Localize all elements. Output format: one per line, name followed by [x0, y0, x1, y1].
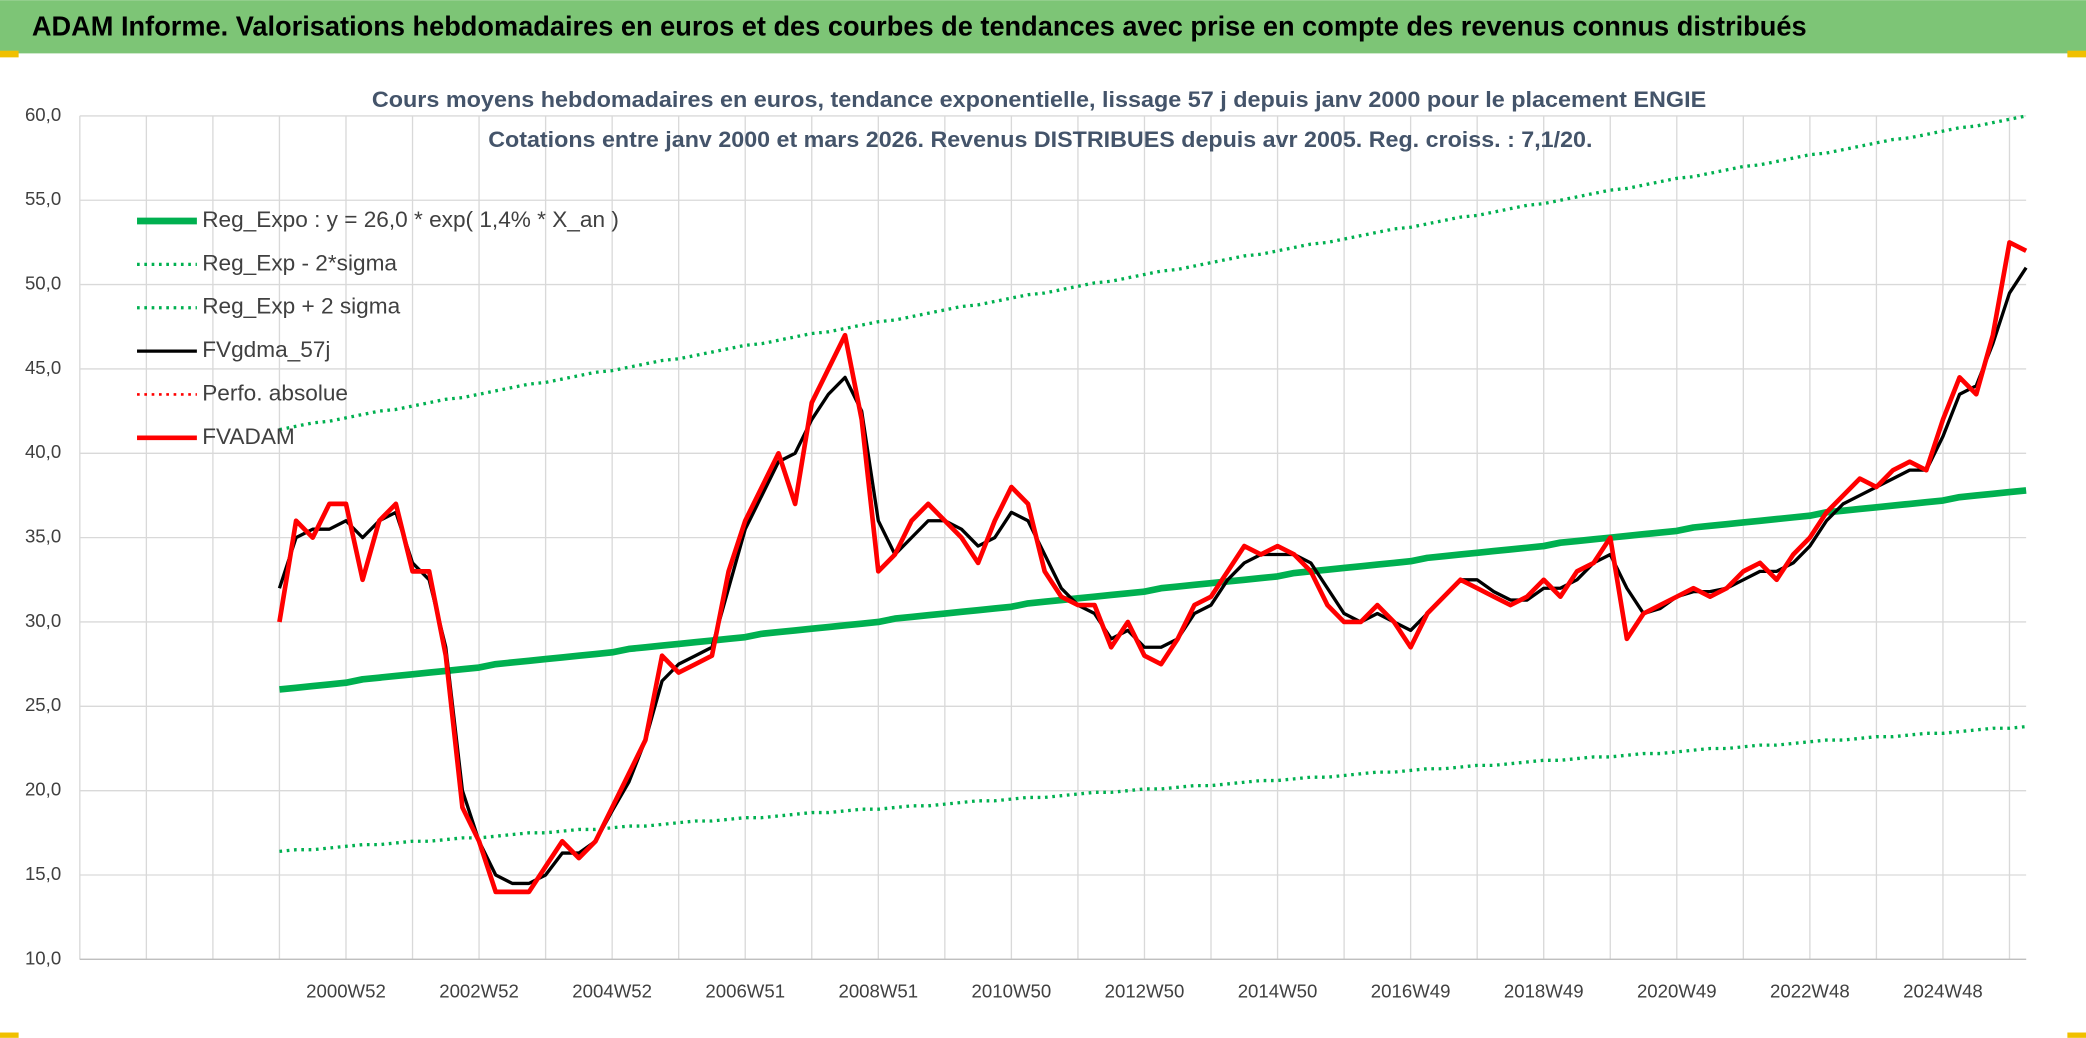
- y-tick-label: 15,0: [25, 863, 61, 884]
- chart-subtitle: Cotations entre janv 2000 et mars 2026. …: [488, 127, 1592, 152]
- corner: [2067, 1032, 2086, 1038]
- legend-label: Perfo. absolue: [202, 380, 348, 405]
- x-tick-label: 2012W50: [1105, 981, 1185, 1002]
- series-line: [279, 487, 2027, 693]
- x-tick-label: 2018W49: [1504, 981, 1584, 1002]
- y-tick-label: 55,0: [25, 188, 61, 209]
- x-tick-label: 2016W49: [1371, 981, 1451, 1002]
- legend-label: Reg_Exp - 2*sigma: [202, 250, 397, 275]
- y-tick-label: 60,0: [25, 104, 61, 125]
- y-tick-label: 20,0: [25, 779, 61, 800]
- x-tick-label: 2022W48: [1770, 981, 1850, 1002]
- y-tick-label: 45,0: [25, 357, 61, 378]
- header-title: ADAM Informe. Valorisations hebdomadaire…: [32, 10, 1807, 41]
- y-tick-label: 25,0: [25, 694, 61, 715]
- y-tick-label: 50,0: [25, 273, 61, 294]
- y-tick-label: 10,0: [25, 947, 61, 968]
- series-line: [277, 240, 2028, 895]
- legend-label: FVADAM: [202, 424, 295, 449]
- plot-area: 10,0 15,0 20,0 25,0 30,0 35,0 40,0 45,0 50,0 55,0…: [25, 104, 2028, 1002]
- x-tick-label: 2002W52: [439, 981, 519, 1002]
- series-line: [279, 114, 2027, 432]
- legend-label: Reg_Expo : y = 26,0 * exp( 1,4% * X_an ): [202, 207, 619, 232]
- x-tick-label: 2008W51: [838, 981, 918, 1002]
- chart-title: Cours moyens hebdomadaires en euros, ten…: [372, 87, 1706, 112]
- x-tick-label: 2000W52: [306, 981, 386, 1002]
- x-tick-label: 2020W49: [1637, 981, 1717, 1002]
- corner: [0, 1032, 19, 1038]
- y-tick-label: 40,0: [25, 441, 61, 462]
- corner: [2067, 50, 2086, 58]
- legend-label: FVgdma_57j: [202, 337, 330, 362]
- y-tick-label: 30,0: [25, 610, 61, 631]
- x-tick-label: 2006W51: [705, 981, 785, 1002]
- series-line: [277, 266, 2028, 886]
- y-tick-label: 35,0: [25, 526, 61, 547]
- header-bar: [0, 0, 2086, 54]
- x-tick-label: 2010W50: [972, 981, 1052, 1002]
- corner: [0, 50, 19, 58]
- x-tick-label: 2004W52: [572, 981, 652, 1002]
- legend-label: Reg_Exp + 2 sigma: [202, 294, 400, 319]
- x-tick-label: 2024W48: [1903, 981, 1983, 1002]
- x-tick-label: 2014W50: [1238, 981, 1318, 1002]
